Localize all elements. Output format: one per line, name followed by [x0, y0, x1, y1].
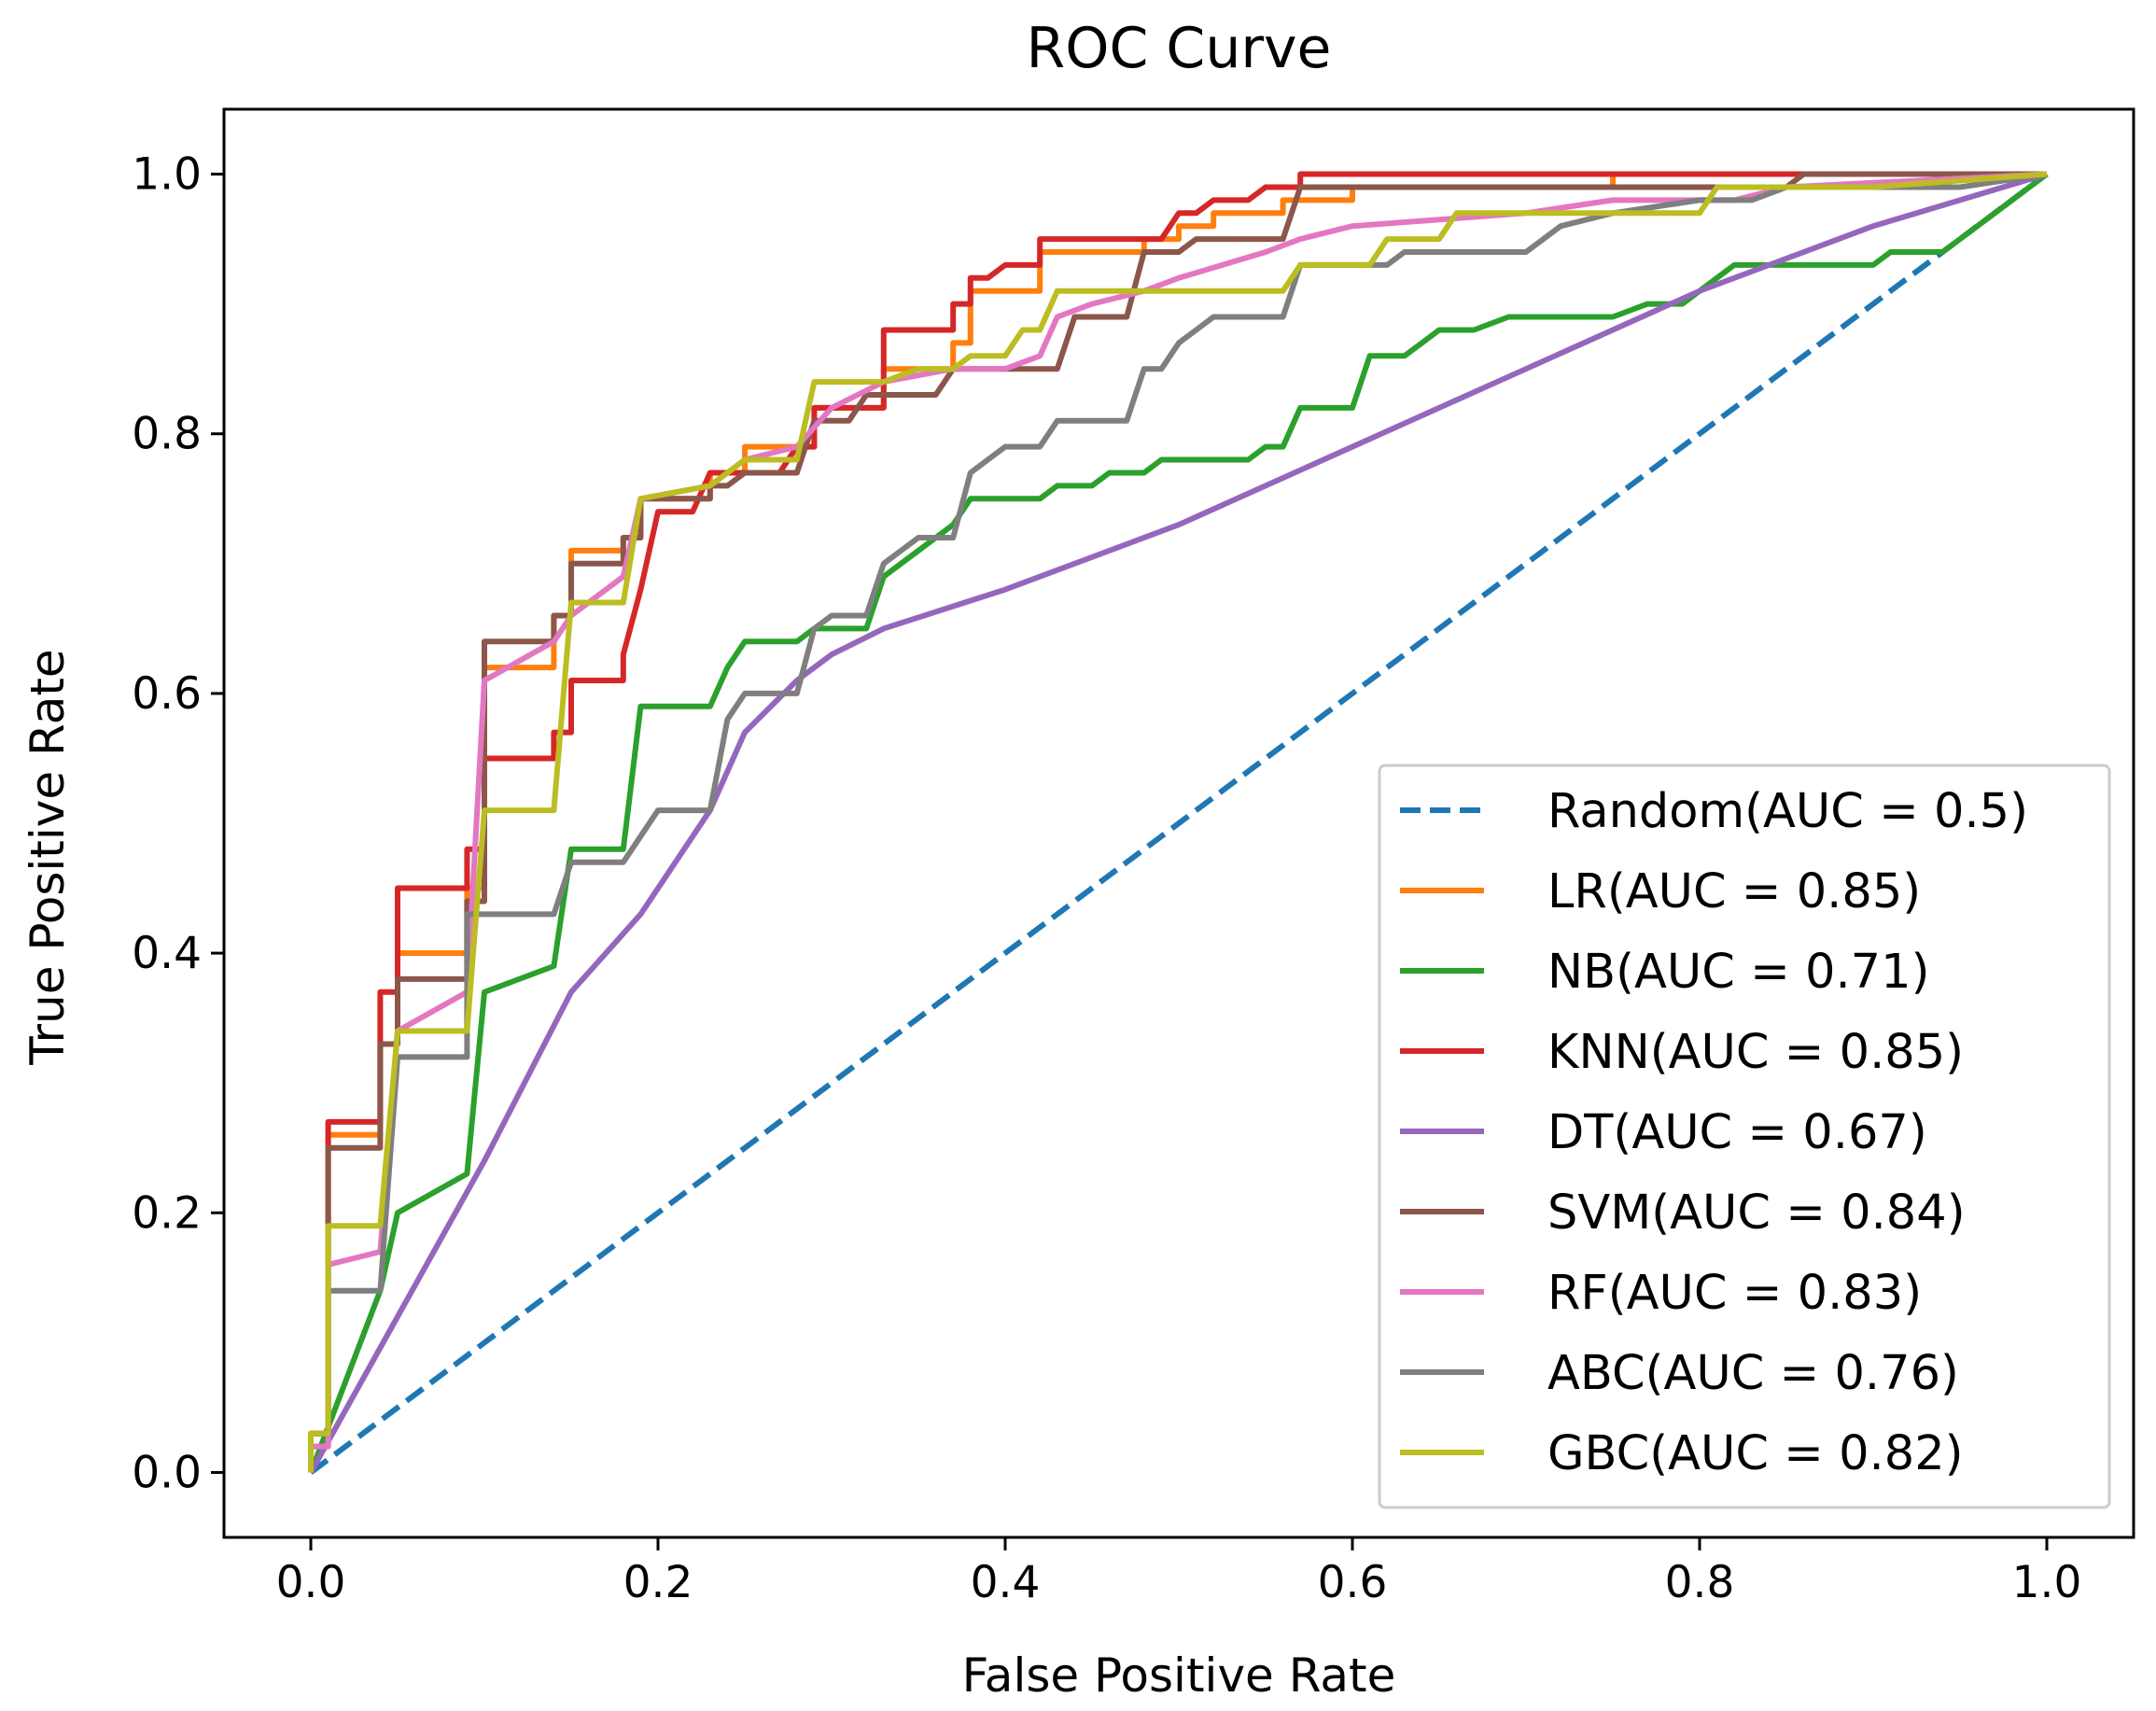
- legend-label-3: KNN(AUC = 0.85): [1547, 1025, 1964, 1080]
- series-line-4: [308, 171, 2048, 1474]
- x-tick-label: 1.0: [2012, 1557, 2082, 1608]
- x-tick-label: 0.8: [1665, 1557, 1735, 1608]
- x-axis-label: False Positive Rate: [962, 1648, 1396, 1703]
- y-tick-label: 0.6: [132, 668, 202, 720]
- series-line-7: [308, 171, 2048, 1473]
- y-tick-label: 0.8: [132, 409, 202, 460]
- legend-label-7: ABC(AUC = 0.76): [1547, 1346, 1959, 1401]
- series-line-0: [309, 172, 2049, 1475]
- x-tick-label: 0.2: [623, 1557, 693, 1608]
- series-line-5: [308, 171, 2047, 1473]
- x-tick-label: 0.0: [276, 1557, 346, 1608]
- x-tick-label: 0.6: [1318, 1557, 1388, 1608]
- series-line-1: [308, 171, 2047, 1473]
- legend-label-4: DT(AUC = 0.67): [1547, 1105, 1927, 1160]
- legend-label-5: SVM(AUC = 0.84): [1547, 1185, 1966, 1241]
- legend-label-0: Random(AUC = 0.5): [1547, 784, 2028, 839]
- y-tick-label: 1.0: [132, 149, 202, 201]
- legend-label-2: NB(AUC = 0.71): [1547, 945, 1929, 1000]
- legend-box: [1378, 764, 2111, 1509]
- y-tick-label: 0.4: [132, 928, 202, 979]
- chart-title: ROC Curve: [1027, 16, 1332, 81]
- series-line-6: [308, 171, 2048, 1473]
- y-tick-label: 0.0: [132, 1447, 202, 1498]
- y-tick-label: 0.2: [132, 1187, 202, 1239]
- legend-label-8: GBC(AUC = 0.82): [1547, 1426, 1964, 1481]
- y-axis-label: True Positive Rate: [21, 649, 75, 1065]
- series-layer: [308, 171, 2049, 1475]
- legend-label-1: LR(AUC = 0.85): [1547, 864, 1921, 919]
- legend: Random(AUC = 0.5) LR(AUC = 0.85) NB(AUC = …: [1378, 764, 2111, 1509]
- series-line-8: [308, 171, 2048, 1473]
- axes-layer: 0.0 0.2 0.4 0.6 0.8 1.0 0.0 0.2 0.4 0.6 0.8 1.0: [132, 149, 2081, 1608]
- plot-frame: [222, 107, 2135, 1539]
- legend-label-6: RF(AUC = 0.83): [1547, 1266, 1922, 1321]
- x-tick-label: 0.4: [971, 1557, 1041, 1608]
